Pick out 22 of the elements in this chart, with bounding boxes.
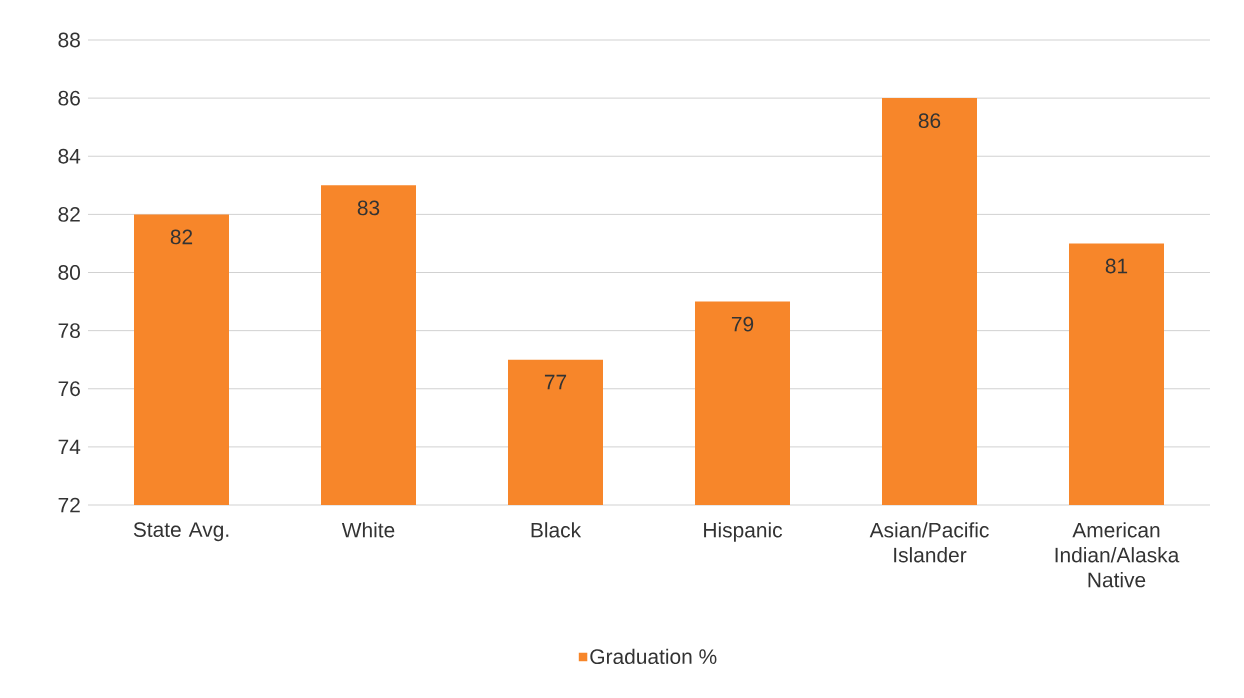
data-label: 79 xyxy=(731,316,754,332)
y-tick-label: 80 xyxy=(58,265,80,280)
x-tick-label: Asian/Pacific Islander xyxy=(869,522,989,563)
x-tick-label: State Avg. xyxy=(133,522,229,542)
x-tick-label: Hispanic xyxy=(704,522,783,542)
x-tick-label: White xyxy=(341,522,395,538)
legend-label: Graduation % xyxy=(590,648,717,665)
y-tick-label: 82 xyxy=(58,206,80,222)
y-tick-label: 72 xyxy=(58,497,80,513)
y-tick-label: 76 xyxy=(58,381,80,397)
y-tick-label: 88 xyxy=(58,32,80,48)
data-label: 83 xyxy=(357,200,380,216)
data-label: 77 xyxy=(544,374,567,390)
x-tick-label: American Indian/Alaska Native xyxy=(1055,522,1180,588)
y-tick-label: 78 xyxy=(58,323,80,339)
data-label: 86 xyxy=(918,113,941,129)
y-tick-label: 86 xyxy=(58,90,80,106)
data-label: 81 xyxy=(1105,258,1128,274)
y-tick-label: 84 xyxy=(58,148,81,164)
data-label: 82 xyxy=(170,229,193,245)
x-tick-label: Black xyxy=(531,522,582,538)
y-tick-label: 74 xyxy=(58,439,81,455)
